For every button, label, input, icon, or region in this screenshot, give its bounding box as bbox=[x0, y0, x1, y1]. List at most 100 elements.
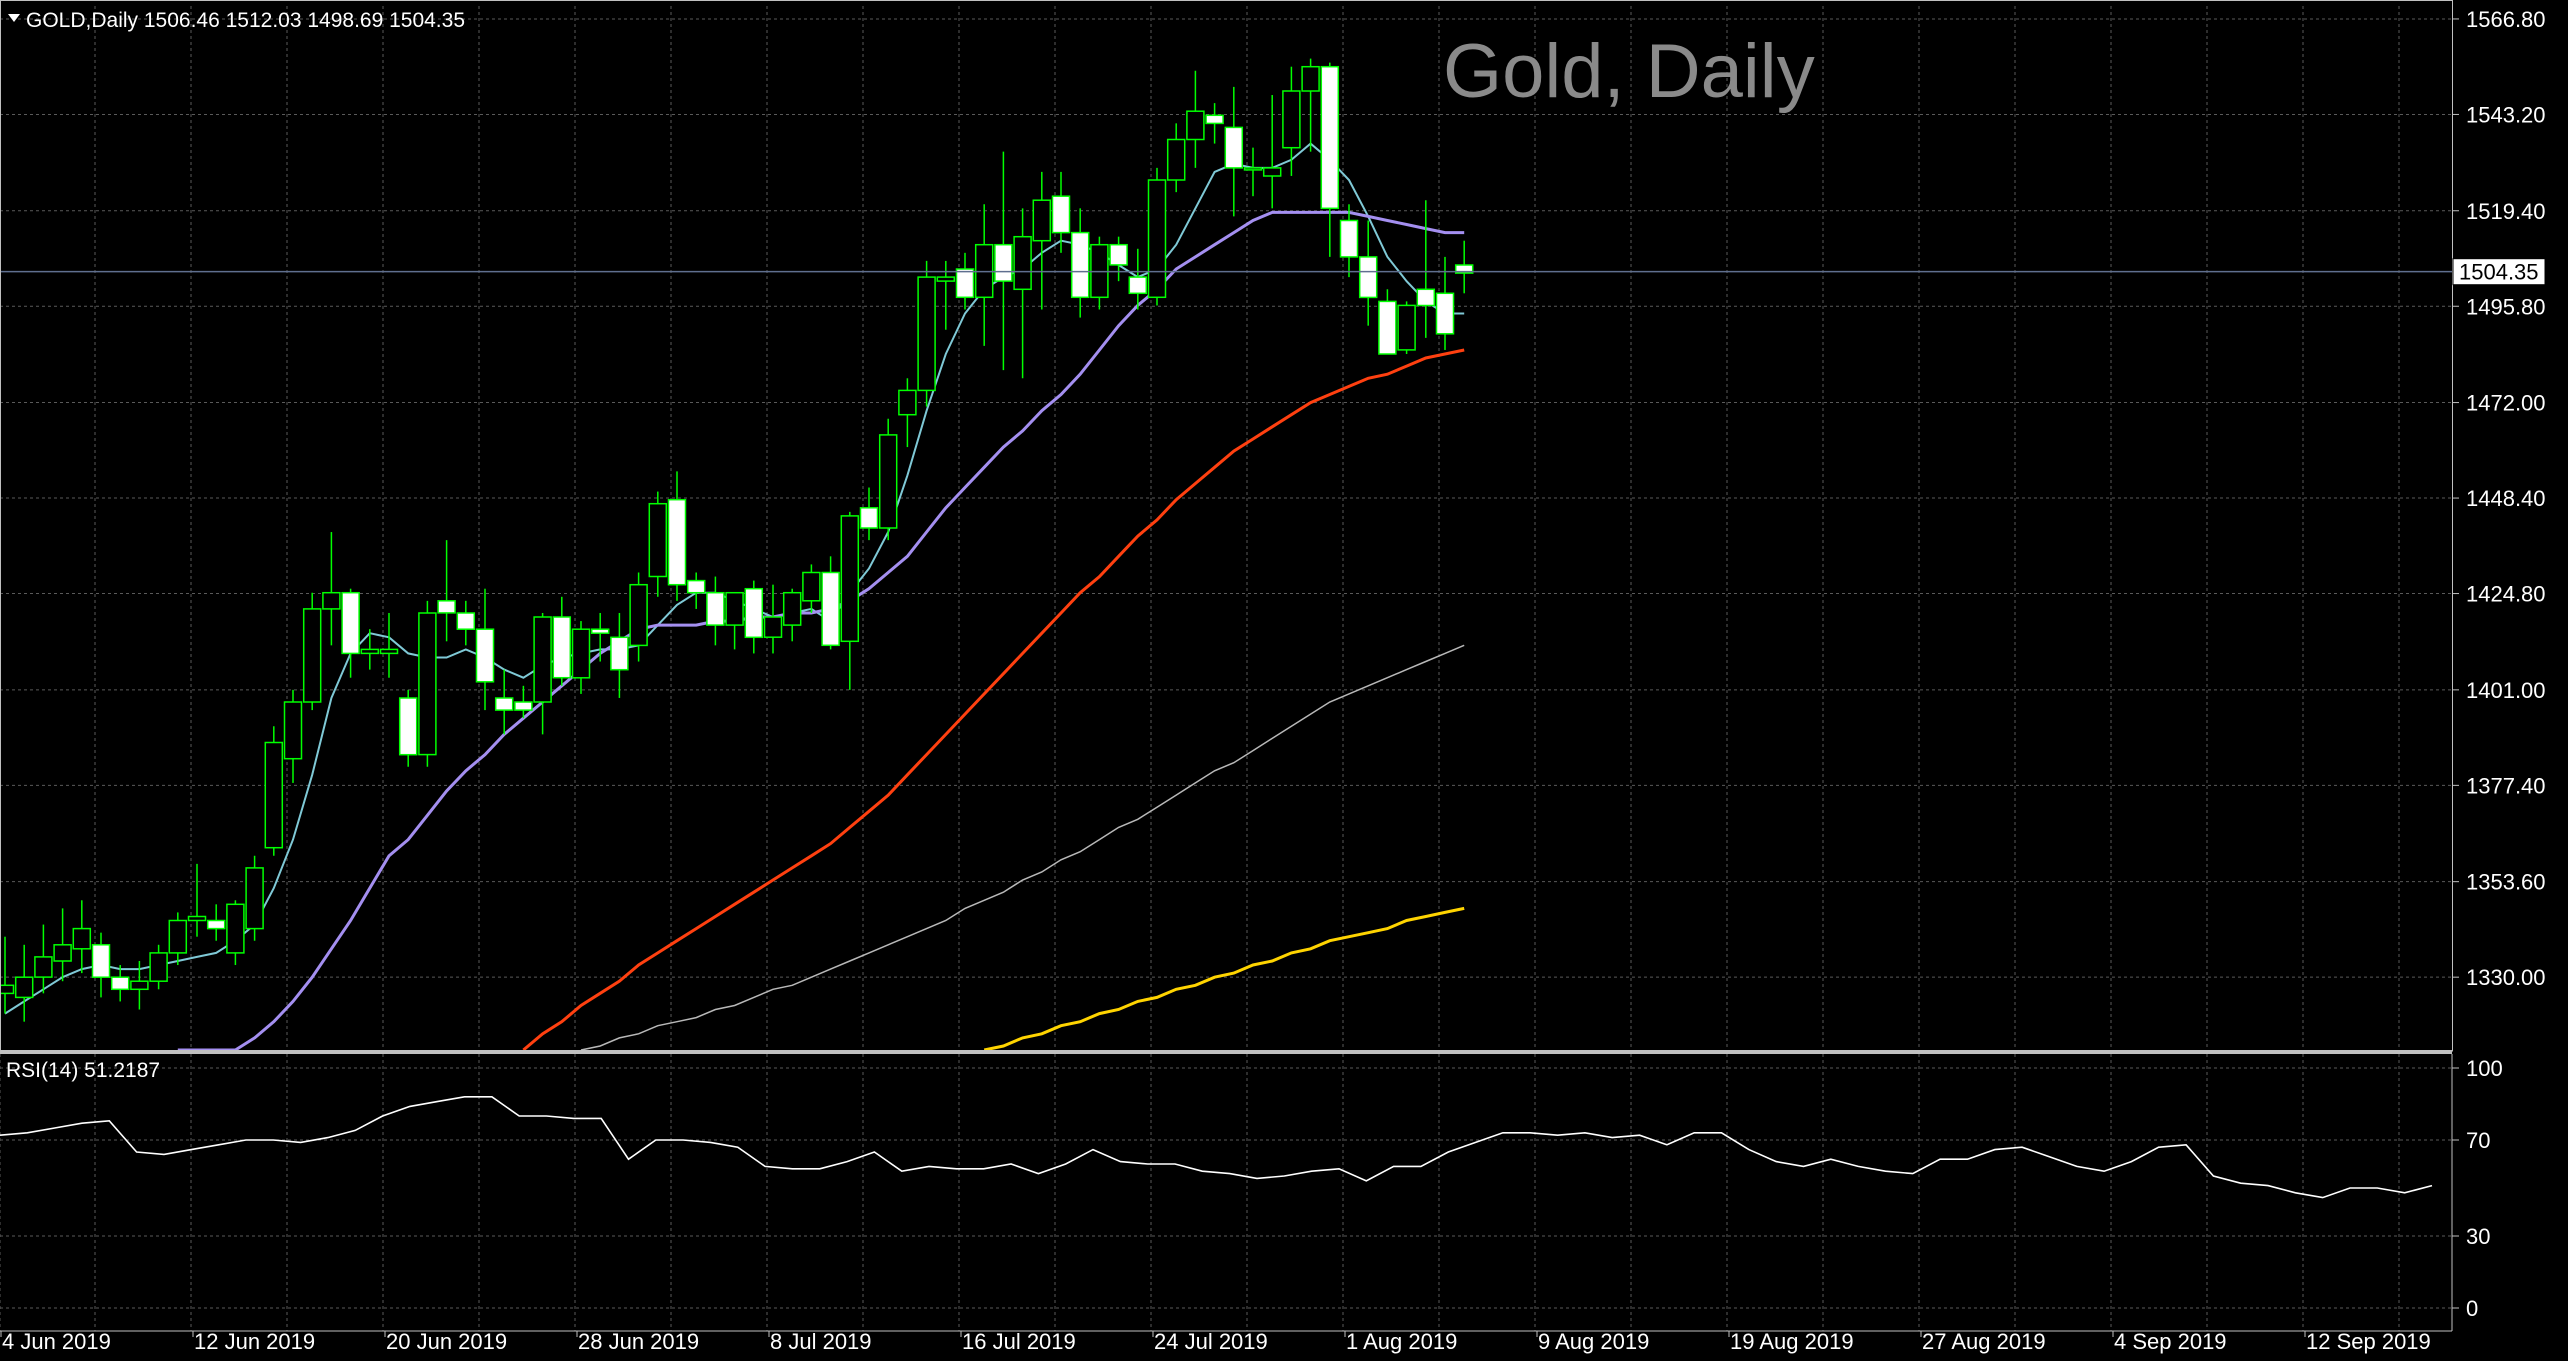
rsi-axis-ticks: 100 70 30 0 bbox=[2452, 1056, 2503, 1321]
candle bbox=[610, 612, 629, 698]
candle bbox=[533, 612, 552, 735]
candle bbox=[1147, 167, 1167, 306]
price-tick-label: 1448.40 bbox=[2466, 486, 2546, 511]
rsi-tick-label: 100 bbox=[2466, 1056, 2503, 1081]
date-tick-label: 8 Jul 2019 bbox=[770, 1329, 872, 1354]
candle bbox=[1032, 171, 1052, 310]
symbol-info-header[interactable]: GOLD,Daily 1506.46 1512.03 1498.69 1504.… bbox=[8, 9, 465, 32]
candle-body-bull bbox=[418, 612, 437, 756]
series-line-ma-200 bbox=[983, 906, 1465, 1052]
price-tick-label: 1495.80 bbox=[2466, 294, 2546, 319]
price-axis-ticks: 1566.80 1543.20 1519.40 1495.80 1472.00 1448.… bbox=[2452, 7, 2546, 990]
candle bbox=[1358, 220, 1378, 326]
candle-body-bear bbox=[1205, 114, 1224, 125]
candle-body-bear bbox=[1358, 256, 1378, 299]
candle bbox=[686, 572, 706, 609]
candle bbox=[475, 588, 495, 711]
candle bbox=[341, 588, 360, 678]
candle bbox=[283, 689, 303, 783]
price-tick-label: 1519.40 bbox=[2466, 199, 2546, 224]
date-tick-label: 12 Sep 2019 bbox=[2306, 1329, 2431, 1354]
current-price-tag: 1504.35 bbox=[2452, 258, 2546, 286]
candle-body-bear bbox=[1416, 288, 1436, 307]
candle bbox=[149, 944, 168, 990]
candle-body-bull bbox=[1397, 304, 1416, 351]
candle bbox=[1320, 62, 1340, 257]
candle-body-bear bbox=[1378, 300, 1397, 355]
candle-body-bull bbox=[802, 571, 821, 602]
candle bbox=[168, 912, 188, 966]
candle-body-bull bbox=[379, 648, 399, 655]
candle-body-bear bbox=[1454, 264, 1474, 274]
candle bbox=[437, 540, 456, 642]
candle-body-bull bbox=[130, 980, 149, 991]
candle bbox=[802, 564, 821, 613]
candle-body-bull bbox=[1186, 110, 1205, 141]
candle bbox=[552, 596, 572, 686]
candle bbox=[187, 863, 207, 937]
candle-body-bear bbox=[456, 612, 476, 630]
candle bbox=[840, 511, 860, 690]
candle-body-bull bbox=[533, 616, 552, 703]
symbol-info-text: GOLD,Daily 1506.46 1512.03 1498.69 1504.… bbox=[26, 9, 465, 32]
candle-body-bull bbox=[898, 389, 917, 416]
candle bbox=[744, 580, 764, 654]
series-line-ma-50 bbox=[522, 348, 1465, 1052]
candle-body-bull bbox=[72, 927, 92, 950]
series-line-ma-100 bbox=[580, 644, 1465, 1051]
candle-body-bull bbox=[1013, 235, 1032, 291]
candle bbox=[226, 900, 245, 966]
candle bbox=[360, 629, 380, 670]
candle-body-bull bbox=[34, 956, 53, 978]
candle-body-bear bbox=[667, 498, 687, 586]
candle-body-bear bbox=[590, 628, 610, 634]
candle-body-bear bbox=[1128, 276, 1148, 295]
candle bbox=[1339, 204, 1359, 278]
panel-separator[interactable] bbox=[0, 1050, 2452, 1054]
candle-body-bull bbox=[187, 915, 207, 922]
date-tick-label: 24 Jul 2019 bbox=[1154, 1329, 1268, 1354]
date-tick-label: 12 Jun 2019 bbox=[194, 1329, 315, 1354]
candle bbox=[917, 260, 936, 407]
candle-body-bull bbox=[917, 276, 936, 392]
candle-body-bull bbox=[840, 515, 860, 643]
candle bbox=[53, 908, 72, 982]
candle bbox=[91, 932, 111, 998]
candle-body-bear bbox=[514, 701, 533, 711]
rsi-indicator bbox=[0, 1096, 2433, 1199]
chevron-down-icon[interactable] bbox=[8, 14, 20, 22]
candle-body-bull bbox=[648, 502, 668, 578]
candle-body-bear bbox=[1435, 292, 1455, 335]
candle-body-bull bbox=[1032, 199, 1052, 242]
candle-body-bear bbox=[494, 697, 514, 711]
candle bbox=[1416, 200, 1436, 338]
candle-body-bear bbox=[1051, 195, 1071, 234]
date-tick-label: 20 Jun 2019 bbox=[386, 1329, 507, 1354]
candle bbox=[72, 900, 92, 974]
candle-body-bear bbox=[1224, 126, 1244, 169]
candle bbox=[1166, 123, 1186, 193]
price-tick-label: 1353.60 bbox=[2466, 870, 2546, 895]
candle bbox=[110, 965, 130, 1002]
candle bbox=[322, 532, 341, 646]
current-price-tag-box bbox=[2452, 258, 2546, 286]
candle bbox=[456, 600, 476, 646]
candle bbox=[667, 471, 687, 601]
candle-body-bear bbox=[437, 600, 456, 614]
candle bbox=[590, 612, 610, 662]
candle-body-bull bbox=[245, 867, 264, 930]
date-tick-label: 16 Jul 2019 bbox=[962, 1329, 1076, 1354]
date-axis-labels: 4 Jun 2019 12 Jun 2019 20 Jun 2019 28 Jun 2… bbox=[0, 1329, 2431, 1354]
rsi-tick-label: 0 bbox=[2466, 1296, 2478, 1321]
candle-body-bear bbox=[475, 628, 495, 683]
price-tick-label: 1543.20 bbox=[2466, 102, 2546, 127]
candle-body-bull bbox=[360, 648, 380, 655]
chart-watermark-title: Gold, Daily bbox=[1443, 29, 1815, 114]
candle-body-bull bbox=[878, 434, 898, 529]
candle-body-bear bbox=[341, 591, 360, 655]
price-tick-label: 1424.80 bbox=[2466, 582, 2546, 607]
candle bbox=[859, 487, 879, 541]
candle bbox=[206, 904, 226, 941]
candle-body-bull bbox=[763, 616, 783, 638]
